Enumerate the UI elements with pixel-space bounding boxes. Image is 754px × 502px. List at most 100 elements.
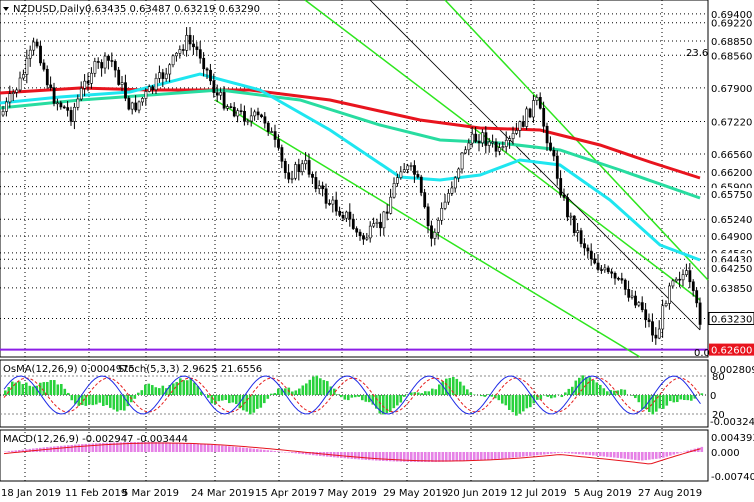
macd-bar <box>459 452 462 462</box>
osma-bar <box>14 382 18 395</box>
osma-bar <box>455 378 459 395</box>
osma-bar <box>347 395 350 401</box>
osma-bar <box>385 395 389 414</box>
macd-bar <box>70 444 74 452</box>
osma-bar <box>301 385 305 395</box>
stoch-header: Stoch(5,3,3) 2.9625 21.6556 <box>118 364 262 375</box>
dropdown-arrow-icon[interactable] <box>3 7 9 11</box>
osma-bar <box>546 395 550 397</box>
macd-bar <box>60 445 63 452</box>
candle-body <box>627 289 631 298</box>
osma-bar <box>515 395 518 416</box>
osma-bar <box>431 388 434 395</box>
fib-00-label: 0.0 <box>694 348 710 359</box>
macd-bar <box>158 442 161 452</box>
osma-bar <box>182 380 186 395</box>
osma-bar <box>245 395 249 412</box>
osma-bar <box>322 380 326 395</box>
price-label: 0.64430 <box>711 255 752 266</box>
candle-body <box>202 57 206 70</box>
candle-body <box>617 277 620 280</box>
macd-bar <box>91 443 95 452</box>
candle-body <box>389 196 393 214</box>
macd-bar <box>574 452 578 454</box>
osma-bar <box>46 381 49 395</box>
macd-bar <box>56 446 60 452</box>
macd-bar <box>186 443 189 452</box>
osma-bar <box>655 395 658 412</box>
candle-body <box>535 97 539 101</box>
osma-bar <box>574 380 578 395</box>
macd-bar <box>403 452 406 462</box>
macd-bar <box>210 444 214 452</box>
candle-body <box>358 231 362 236</box>
macd-bar <box>557 452 560 453</box>
osma-bar <box>35 385 39 395</box>
candle-body <box>583 243 586 249</box>
macd-bar <box>95 443 98 452</box>
osma-bar <box>434 389 438 395</box>
osma-bar <box>270 393 273 395</box>
macd-bar <box>63 445 67 452</box>
candle-body <box>32 41 36 51</box>
macd-bar <box>424 452 427 462</box>
osma-bar <box>343 395 347 400</box>
osma-bar <box>18 381 21 395</box>
candle-body <box>453 177 457 189</box>
macd-bar <box>172 442 175 452</box>
candle-body <box>100 62 104 69</box>
osma-bar <box>378 395 382 414</box>
candle-body <box>515 130 518 134</box>
macd-bar <box>77 444 81 452</box>
osma-bar <box>553 395 557 398</box>
osma-bar <box>658 395 662 409</box>
candle-body <box>345 211 348 219</box>
candle-body <box>436 220 440 233</box>
osma-bar <box>25 382 28 395</box>
osma-bar <box>140 390 144 395</box>
macd-bar <box>284 452 287 453</box>
macd-bar <box>613 452 616 458</box>
candle-body <box>212 80 216 93</box>
macd-bar <box>277 451 280 452</box>
osma-bar <box>77 395 81 406</box>
candle-body <box>79 88 83 100</box>
current-price-box <box>708 311 754 325</box>
candle-body <box>270 131 274 133</box>
macd-bar <box>455 452 459 462</box>
candle-body <box>681 274 685 281</box>
macd-bar <box>280 451 284 453</box>
osma-bar <box>147 383 151 395</box>
osma-bar <box>669 395 672 402</box>
osma-bar <box>459 381 462 395</box>
osma-bar <box>375 395 378 409</box>
candle-body <box>219 92 223 96</box>
candle-body <box>385 211 389 214</box>
macd-bar <box>396 452 399 462</box>
macd-bar <box>123 442 126 452</box>
candle-body <box>290 177 294 180</box>
candle-body <box>487 141 491 146</box>
candle-body <box>226 106 229 109</box>
macd-bar <box>214 445 217 452</box>
price-label-box <box>709 7 754 20</box>
macd-bar <box>343 452 347 459</box>
osma-bar <box>700 393 704 395</box>
macd-bar <box>144 442 147 452</box>
osma-bar <box>581 375 585 395</box>
candle-body <box>181 49 185 51</box>
osma-bar <box>403 395 406 397</box>
candle-body <box>151 86 155 91</box>
candle-body <box>287 172 291 180</box>
candle-body <box>338 210 342 216</box>
osma-bar <box>550 395 553 399</box>
candle-body <box>263 116 267 124</box>
osma-bar <box>648 395 651 413</box>
candle-body <box>542 107 546 127</box>
osma-bar <box>56 384 60 395</box>
macd-bar <box>662 452 665 458</box>
osma-bar <box>441 381 445 395</box>
osma-bar <box>228 395 231 404</box>
macd-bar <box>179 442 182 452</box>
macd-bar <box>354 452 357 460</box>
